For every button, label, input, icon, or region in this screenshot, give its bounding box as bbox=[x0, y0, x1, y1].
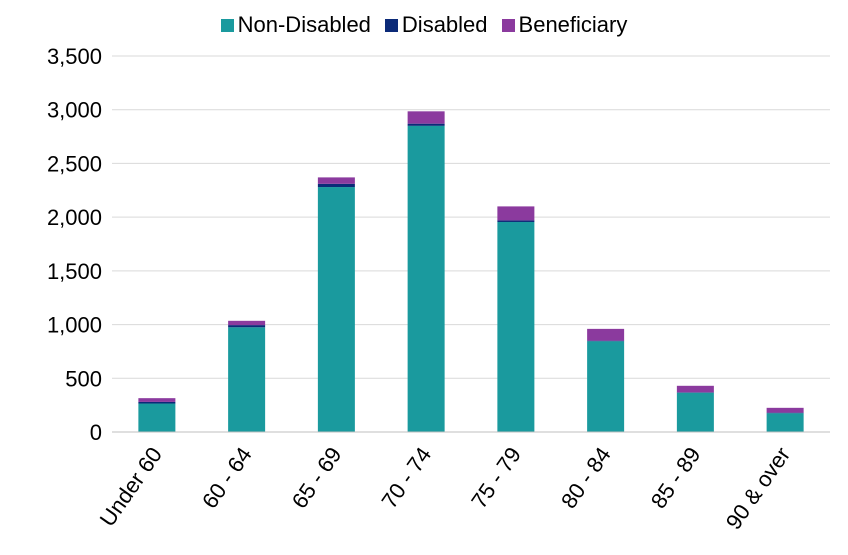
x-tick-label: 70 - 74 bbox=[376, 443, 436, 513]
bar-segment-non-disabled bbox=[407, 125, 445, 432]
bar-segment-non-disabled bbox=[676, 392, 714, 432]
y-tick-label: 2,500 bbox=[47, 151, 102, 176]
legend-label-disabled: Disabled bbox=[401, 12, 488, 37]
bar-segment-beneficiary bbox=[766, 407, 804, 413]
legend-swatch-beneficiary bbox=[501, 18, 515, 32]
x-tick-label: Under 60 bbox=[95, 443, 167, 531]
bar-segment-disabled bbox=[228, 325, 266, 328]
bar-segment-beneficiary bbox=[587, 328, 625, 341]
x-tick-label: 75 - 79 bbox=[466, 443, 526, 513]
legend-swatch-disabled bbox=[384, 18, 398, 32]
bar-segment-non-disabled bbox=[766, 413, 804, 432]
x-tick-label: 90 & over bbox=[721, 443, 795, 534]
chart-legend: Non-Disabled Disabled Beneficiary bbox=[0, 12, 848, 38]
bar-segment-beneficiary bbox=[138, 398, 176, 402]
x-tick-label: 65 - 69 bbox=[287, 443, 347, 513]
x-tick-label: 80 - 84 bbox=[556, 443, 616, 513]
bar-segment-beneficiary bbox=[317, 177, 355, 184]
legend-swatch-non-disabled bbox=[220, 18, 234, 32]
bar-segment-beneficiary bbox=[497, 206, 535, 221]
legend-item-non-disabled: Non-Disabled bbox=[220, 12, 371, 38]
bar-segment-disabled bbox=[407, 123, 445, 126]
legend-item-disabled: Disabled bbox=[384, 12, 488, 38]
x-tick-label: 60 - 64 bbox=[197, 443, 257, 513]
x-tick-label: 85 - 89 bbox=[646, 443, 706, 513]
legend-label-non-disabled: Non-Disabled bbox=[237, 12, 371, 37]
bar-segment-non-disabled bbox=[497, 221, 535, 432]
legend-label-beneficiary: Beneficiary bbox=[518, 12, 628, 37]
bar-segment-disabled bbox=[676, 392, 714, 393]
bar-segment-disabled bbox=[766, 412, 804, 414]
bar-segment-disabled bbox=[587, 340, 625, 342]
bar-segment-beneficiary bbox=[407, 111, 445, 124]
y-tick-label: 1,000 bbox=[47, 313, 102, 338]
bar-segment-non-disabled bbox=[587, 341, 625, 432]
bar-segment-beneficiary bbox=[228, 320, 266, 326]
bar-segment-disabled bbox=[497, 220, 535, 222]
bar-segment-non-disabled bbox=[138, 403, 176, 432]
bar-segment-beneficiary bbox=[676, 385, 714, 393]
y-tick-label: 3,000 bbox=[47, 98, 102, 123]
y-tick-label: 2,000 bbox=[47, 205, 102, 230]
bar-segment-non-disabled bbox=[317, 187, 355, 432]
bar-segment-disabled bbox=[317, 183, 355, 188]
y-tick-label: 0 bbox=[90, 420, 102, 445]
y-tick-label: 1,500 bbox=[47, 259, 102, 284]
y-tick-label: 500 bbox=[65, 366, 102, 391]
legend-item-beneficiary: Beneficiary bbox=[501, 12, 628, 38]
bar-segment-disabled bbox=[138, 401, 176, 404]
y-tick-label: 3,500 bbox=[47, 44, 102, 69]
bar-segment-non-disabled bbox=[228, 327, 266, 432]
